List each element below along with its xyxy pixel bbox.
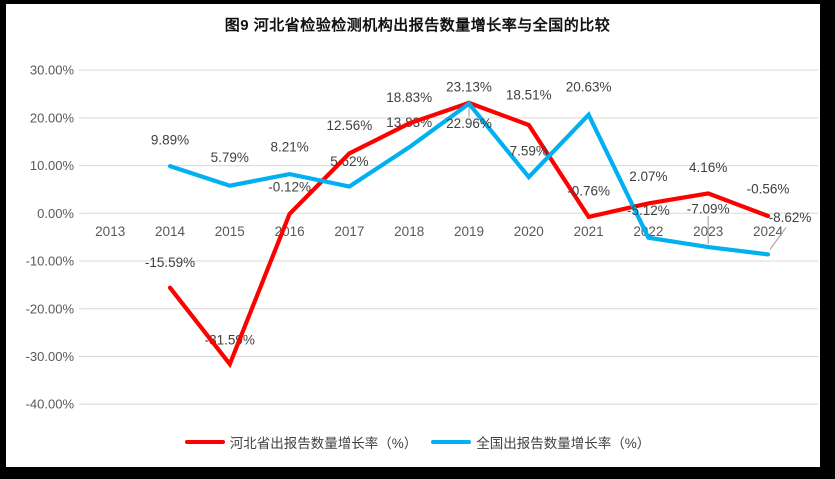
x-axis-label: 2018: [394, 224, 424, 239]
x-axis-label: 2017: [334, 224, 364, 239]
data-label-leader-line: [769, 227, 787, 250]
data-label: -8.62%: [769, 210, 812, 225]
data-label: -5.12%: [627, 203, 670, 218]
data-label: 18.83%: [386, 90, 432, 105]
x-axis-label: 2020: [514, 224, 544, 239]
national-series-swatch: [431, 440, 472, 444]
y-axis-label: -20.00%: [26, 301, 75, 316]
x-axis-label: 2024: [753, 224, 784, 239]
y-axis-label: 0.00%: [37, 206, 74, 221]
x-axis-label: 2013: [95, 224, 125, 239]
x-axis-label: 2014: [155, 224, 186, 239]
x-axis-label: 2021: [574, 224, 604, 239]
legend-label-national: 全国出报告数量增长率（%）: [476, 436, 651, 451]
data-label: -15.59%: [145, 255, 195, 270]
y-axis-label: -10.00%: [26, 254, 75, 269]
x-axis-label: 2022: [633, 224, 663, 239]
data-label: 18.51%: [506, 87, 552, 102]
hebei-series-swatch: [184, 440, 225, 444]
legend-item-national: 全国出报告数量增长率（%）: [431, 432, 650, 452]
data-label: -0.76%: [567, 183, 610, 198]
legend-label-hebei: 河北省出报告数量增长率（%）: [229, 436, 418, 451]
chart-title: 图9 河北省检验检测机构出报告数量增长率与全国的比较: [224, 17, 611, 34]
y-axis-label: 20.00%: [30, 110, 75, 125]
y-axis-label: -30.00%: [26, 349, 75, 364]
x-axis-label: 2019: [454, 224, 484, 239]
y-axis-label: -40.00%: [26, 397, 75, 412]
data-label: 4.16%: [689, 160, 727, 175]
series-line: [167, 100, 771, 257]
data-label: 8.21%: [270, 140, 308, 155]
data-label: 20.63%: [566, 79, 612, 94]
data-label: 23.13%: [446, 79, 492, 94]
data-label: 12.56%: [327, 118, 373, 133]
data-label: -0.12%: [268, 179, 311, 194]
data-label: 7.59%: [510, 144, 548, 159]
y-axis-label: 30.00%: [30, 63, 75, 78]
data-label: 9.89%: [151, 133, 189, 148]
data-label: -0.56%: [747, 181, 790, 196]
y-axis-label: 10.00%: [30, 158, 75, 173]
data-label: 5.79%: [211, 150, 249, 165]
x-axis-label: 2015: [215, 224, 245, 239]
data-label: 22.96%: [446, 116, 492, 131]
legend-item-hebei: 河北省出报告数量增长率（%）: [184, 432, 418, 452]
chart-legend: 河北省出报告数量增长率（%） 全国出报告数量增长率（%）: [0, 432, 835, 452]
data-label: 2.07%: [629, 169, 667, 184]
data-label: -7.09%: [687, 202, 730, 217]
